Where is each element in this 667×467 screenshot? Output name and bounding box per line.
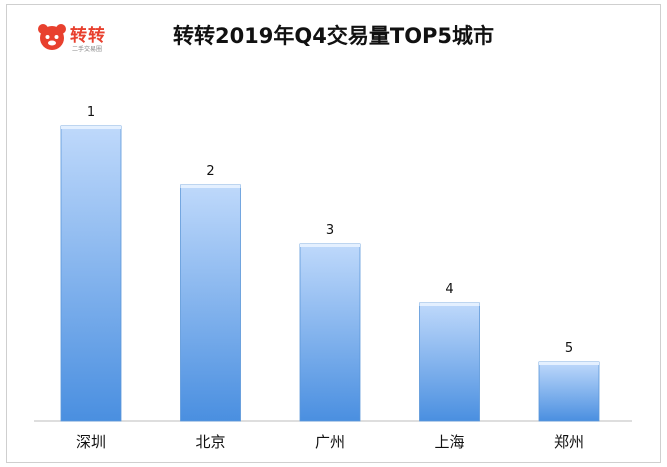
chart-title: 转转2019年Q4交易量TOP5城市 xyxy=(172,24,495,48)
bar-3 xyxy=(299,243,361,422)
bear-logo-icon xyxy=(38,24,66,50)
bar-top-highlight xyxy=(300,244,360,247)
category-label: 上海 xyxy=(434,433,464,451)
data-label: 4 xyxy=(445,282,453,297)
logo-sub-text: 二手交易圈 xyxy=(72,46,103,53)
bar-top-highlight xyxy=(61,126,121,129)
zhuanzhuan-logo: 转转 二手交易圈 xyxy=(36,18,126,56)
data-label: 5 xyxy=(565,341,573,356)
category-label: 深圳 xyxy=(76,433,106,451)
bar-top-highlight xyxy=(539,362,599,365)
bar-top-highlight xyxy=(180,185,241,188)
bar-5 xyxy=(538,361,600,422)
bar-1 xyxy=(60,125,122,422)
bar-4 xyxy=(419,302,480,422)
category-label: 郑州 xyxy=(554,433,584,451)
bar-top-highlight xyxy=(419,303,480,306)
logo-brand-text: 转转 xyxy=(70,26,106,46)
data-label: 3 xyxy=(326,223,334,238)
bar-2 xyxy=(180,184,241,422)
category-label: 北京 xyxy=(195,433,225,451)
data-label: 1 xyxy=(87,105,95,120)
category-label: 广州 xyxy=(315,433,345,451)
data-label: 2 xyxy=(206,164,214,179)
